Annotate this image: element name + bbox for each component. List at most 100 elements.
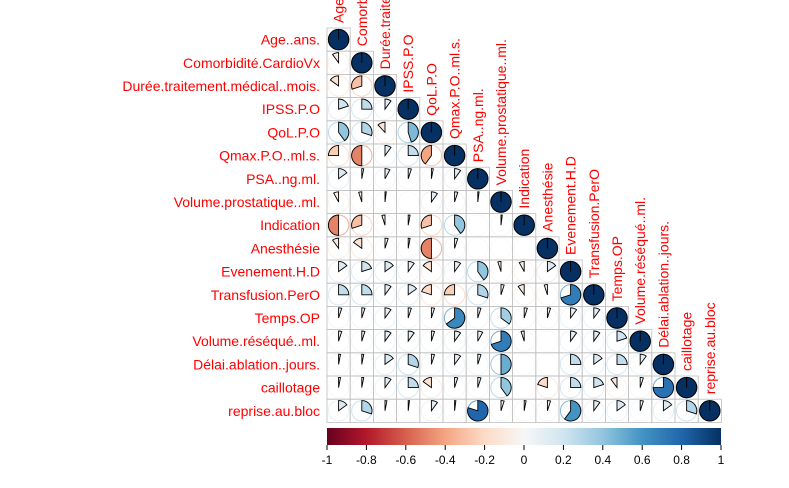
correlation-pie bbox=[536, 307, 559, 329]
colorbar-tick-label: -0.8 bbox=[356, 453, 377, 467]
column-label: Durée.traitement.médical..mois. bbox=[377, 0, 393, 69]
pie-slice bbox=[384, 330, 392, 343]
pie-slice bbox=[384, 98, 392, 111]
correlation-pie bbox=[420, 353, 443, 376]
correlation-pie bbox=[420, 168, 443, 190]
correlation-pie bbox=[397, 353, 419, 376]
pie-slice bbox=[593, 353, 603, 366]
row-labels: Age..ans. Comorbidité.CardioVx Durée.trait… bbox=[122, 32, 320, 419]
pie-slice bbox=[361, 98, 373, 110]
pie-slice bbox=[477, 191, 480, 203]
correlation-pie bbox=[536, 330, 559, 352]
pie-slice bbox=[338, 307, 343, 319]
correlation-pie bbox=[606, 376, 628, 399]
pie-slice bbox=[500, 307, 512, 325]
pie-outline bbox=[513, 376, 535, 399]
correlation-pie bbox=[397, 121, 419, 144]
row-label: reprise.au.bloc bbox=[228, 403, 320, 419]
grid-cell bbox=[535, 352, 560, 377]
correlation-pie bbox=[513, 307, 535, 329]
correlation-pie bbox=[490, 260, 512, 283]
grid-cell bbox=[396, 189, 421, 214]
column-label: caillotage bbox=[679, 312, 695, 371]
correlation-pie bbox=[327, 260, 350, 283]
column-label: Volume.réséqué..ml. bbox=[632, 197, 648, 325]
pie-slice bbox=[430, 307, 436, 319]
pie-slice bbox=[331, 52, 340, 65]
grid-cell bbox=[488, 236, 513, 261]
correlation-pie bbox=[583, 307, 605, 329]
correlation-pie bbox=[606, 353, 628, 376]
correlation-pie bbox=[443, 144, 466, 167]
correlation-pie bbox=[351, 237, 373, 260]
grid-cell bbox=[535, 329, 560, 354]
correlation-pie bbox=[606, 400, 628, 422]
correlation-pie bbox=[490, 307, 512, 329]
pie-slice bbox=[593, 330, 601, 343]
pie-slice bbox=[328, 214, 340, 236]
row-label: Age..ans. bbox=[261, 32, 320, 48]
correlation-pie bbox=[467, 400, 489, 422]
pie-slice bbox=[445, 307, 466, 329]
correlation-pie bbox=[467, 191, 489, 213]
pie-slice bbox=[338, 330, 343, 342]
grid-cell bbox=[697, 398, 722, 423]
correlation-pie bbox=[397, 168, 419, 190]
correlation-pie bbox=[351, 400, 373, 422]
pie-slice bbox=[497, 260, 502, 272]
pie-slice bbox=[377, 121, 386, 134]
correlation-pie bbox=[699, 400, 721, 422]
pie-slice bbox=[327, 144, 340, 157]
correlation-pie bbox=[467, 307, 489, 329]
pie-slice bbox=[543, 284, 548, 295]
correlation-pie bbox=[374, 214, 396, 236]
correlation-pie bbox=[490, 330, 512, 352]
pie-slice bbox=[361, 400, 373, 415]
pie-slice bbox=[537, 376, 548, 389]
correlation-pie bbox=[374, 284, 396, 306]
grid-cell bbox=[465, 213, 490, 238]
pie-slice bbox=[477, 260, 489, 281]
correlation-pie bbox=[583, 376, 605, 399]
pie-slice bbox=[454, 353, 462, 366]
correlation-pie bbox=[374, 237, 396, 260]
column-label: Comorbidité.CardioVx bbox=[354, 0, 370, 46]
correlation-pie bbox=[327, 98, 350, 120]
correlation-pie bbox=[467, 214, 489, 236]
correlation-pie bbox=[443, 307, 466, 329]
correlation-pie bbox=[490, 376, 512, 399]
pie-slice bbox=[407, 237, 411, 249]
correlation-pie bbox=[327, 237, 350, 260]
correlation-pie bbox=[536, 400, 559, 422]
correlation-pie bbox=[467, 260, 489, 283]
correlation-pie bbox=[559, 307, 582, 329]
pie-slice bbox=[430, 330, 436, 342]
row-label: Délai.ablation..jours. bbox=[193, 356, 320, 372]
correlation-pie bbox=[536, 237, 559, 260]
grid-layer bbox=[326, 27, 722, 423]
correlation-pie bbox=[420, 260, 443, 283]
colorbar-tick-label: 0.4 bbox=[594, 453, 611, 467]
colorbar-tick-label: -0.4 bbox=[435, 453, 456, 467]
pie-slice bbox=[338, 400, 348, 412]
correlation-pie bbox=[397, 260, 419, 283]
pie-slice bbox=[616, 400, 626, 412]
correlation-pie bbox=[374, 400, 396, 422]
correlation-pie bbox=[513, 214, 535, 236]
correlation-pie bbox=[443, 168, 466, 190]
pie-slice bbox=[384, 284, 392, 297]
correlation-pie bbox=[559, 400, 582, 422]
pie-slice bbox=[384, 353, 394, 366]
correlation-pie bbox=[374, 191, 396, 213]
row-label: Indication bbox=[260, 217, 320, 233]
pie-slice bbox=[518, 260, 525, 272]
correlation-pie bbox=[327, 121, 350, 144]
grid-cell bbox=[465, 236, 490, 261]
correlation-pie bbox=[327, 52, 350, 74]
row-label: QoL.P.O bbox=[267, 124, 320, 140]
correlation-pie bbox=[351, 214, 373, 236]
correlation-pie bbox=[467, 330, 489, 352]
correlation-pie bbox=[652, 400, 675, 422]
correlation-pie bbox=[351, 52, 373, 74]
pie-slice bbox=[338, 98, 349, 110]
